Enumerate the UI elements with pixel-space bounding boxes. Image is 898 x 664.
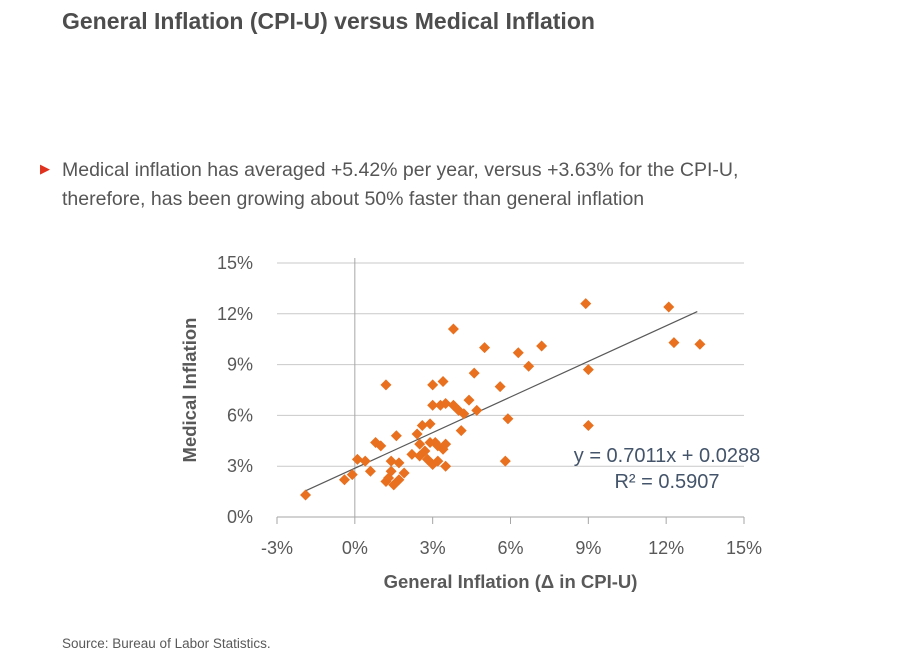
scatter-point — [536, 340, 548, 352]
y-tick-label: 15% — [217, 253, 253, 273]
scatter-point — [375, 440, 387, 452]
scatter-point — [523, 360, 535, 372]
scatter-point — [359, 455, 371, 467]
r2-label: R² = 0.5907 — [614, 471, 719, 493]
scatter-point — [385, 465, 397, 477]
y-tick-label: 6% — [227, 405, 253, 425]
scatter-point — [427, 459, 439, 471]
bullet-line-2: therefore, has been growing about 50% fa… — [62, 187, 645, 210]
bullet-text: Medical inflation has averaged +5.42% pe… — [62, 156, 738, 213]
page-title: General Inflation (CPI-U) versus Medical… — [62, 8, 595, 34]
scatter-point — [440, 438, 452, 450]
scatter-point — [346, 469, 358, 481]
equation-label: y = 0.7011x + 0.0288 — [574, 445, 760, 467]
x-tick-label: -3% — [261, 538, 293, 558]
y-tick-label: 3% — [227, 456, 253, 476]
scatter-point — [351, 453, 363, 465]
x-tick-label: 12% — [648, 538, 684, 558]
scatter-point — [300, 489, 312, 501]
scatter-point — [434, 399, 446, 411]
scatter-point — [471, 404, 483, 416]
scatter-point — [385, 455, 397, 467]
y-tick-label: 9% — [227, 355, 253, 375]
scatter-point — [416, 420, 428, 432]
scatter-point — [364, 465, 376, 477]
scatter-point — [424, 418, 436, 430]
x-tick-label: 9% — [575, 538, 601, 558]
scatter-point — [411, 428, 423, 440]
y-tick-label: 12% — [217, 304, 253, 324]
scatter-point — [479, 342, 491, 354]
scatter-point — [437, 376, 449, 388]
scatter-point — [432, 455, 444, 467]
scatter-point — [463, 394, 475, 406]
scatter-point — [427, 379, 439, 391]
scatter-point — [694, 338, 706, 350]
x-axis-title: General Inflation (Δ in CPI-U) — [384, 571, 638, 592]
bullet-arrow-icon: ▶ — [40, 162, 50, 177]
scatter-point — [414, 438, 426, 450]
trend-line — [305, 310, 698, 492]
y-axis-title: Medical Inflation — [179, 318, 200, 463]
scatter-point — [380, 475, 392, 487]
scatter-point — [427, 399, 439, 411]
scatter-point — [429, 436, 441, 448]
x-tick-label: 6% — [497, 538, 523, 558]
scatter-point — [499, 455, 511, 467]
scatter-point — [393, 474, 405, 486]
scatter-point — [458, 408, 470, 420]
scatter-point — [582, 364, 594, 376]
scatter-point — [406, 448, 418, 460]
bullet-item: ▶ Medical inflation has averaged +5.42% … — [40, 156, 738, 213]
scatter-chart-canvas: 0% 3% 6% 9% 12% 15% -3% 0% 3% 6% 9% 12% 15% y = 0.701… — [179, 253, 762, 592]
scatter-point — [455, 425, 467, 437]
scatter-point — [468, 367, 480, 379]
scatter-point — [440, 398, 452, 410]
scatter-point — [390, 430, 402, 442]
x-tick-label: 3% — [420, 538, 446, 558]
scatter-point — [338, 474, 350, 486]
scatter-point — [380, 379, 392, 391]
scatter-point — [414, 450, 426, 462]
scatter-point — [419, 445, 431, 457]
scatter-point — [398, 467, 410, 479]
scatter-point — [668, 337, 680, 349]
x-tick-label: 15% — [726, 538, 762, 558]
scatter-point — [440, 460, 452, 472]
scatter-point — [502, 413, 514, 425]
scatter-point — [393, 457, 405, 469]
scatter-point — [447, 323, 459, 335]
scatter-point — [582, 420, 594, 432]
scatter-point — [580, 298, 592, 310]
scatter-point — [494, 381, 506, 393]
scatter-point — [663, 301, 675, 313]
y-tick-label: 0% — [227, 507, 253, 527]
source-note: Source: Bureau of Labor Statistics. — [62, 636, 271, 651]
scatter-chart: 0% 3% 6% 9% 12% 15% -3% 0% 3% 6% 9% 12% 15% y = 0.701… — [170, 243, 830, 613]
scatter-point — [512, 347, 524, 359]
x-tick-label: 0% — [342, 538, 368, 558]
bullet-line-1: Medical inflation has averaged +5.42% pe… — [62, 159, 739, 181]
